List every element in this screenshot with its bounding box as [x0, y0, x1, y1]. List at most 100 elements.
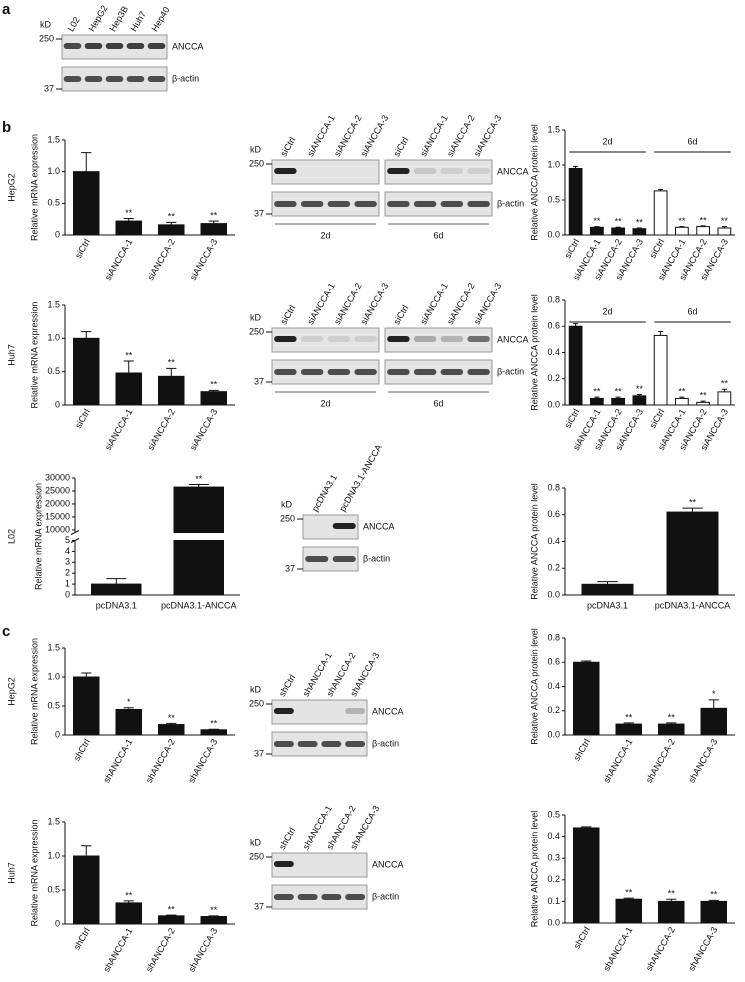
y-tick-label: 10000 [45, 524, 70, 534]
kd-label: kD [250, 684, 262, 694]
error-bar [81, 845, 92, 856]
x-tick-label: shANCCA-1 [601, 925, 634, 972]
lane-label: pcDNA3.1 [310, 473, 339, 514]
lane-label: Hep3B [108, 4, 130, 33]
band [345, 741, 366, 747]
bar [632, 228, 647, 236]
bar [590, 397, 604, 406]
x-tick-label: shANCCA-2 [644, 925, 677, 972]
y-tick-label: 0.4 [547, 347, 560, 357]
significance: ** [700, 390, 708, 400]
significance: ** [700, 215, 708, 225]
panel-letter: c [2, 623, 10, 640]
error-bar [123, 900, 134, 903]
marker-label: 37 [254, 208, 264, 218]
group-label: 2d [320, 230, 330, 240]
y-tick-label: 0.5 [547, 194, 560, 204]
significance: ** [195, 474, 203, 484]
error-bar [615, 396, 621, 399]
band [354, 201, 377, 207]
error-bar [81, 331, 92, 339]
y-tick-label: 0.2 [547, 705, 560, 715]
band [440, 168, 464, 174]
bar [158, 915, 185, 925]
bar [200, 223, 227, 236]
error-bar [666, 898, 677, 902]
y-tick-label: 1.0 [47, 671, 60, 681]
bar [200, 916, 227, 925]
band [387, 168, 410, 174]
band [147, 76, 166, 82]
band [345, 894, 366, 900]
axis-break [70, 538, 80, 543]
y-tick-label: 1.0 [47, 166, 60, 176]
row-label: β-actin [497, 366, 524, 376]
band [126, 43, 145, 49]
y-tick-label: 4 [65, 546, 70, 556]
y-tick-label: 20000 [45, 498, 70, 508]
bar [658, 723, 685, 736]
side-label: HepG2 [6, 173, 16, 202]
x-tick-label: shANCCA-3 [186, 926, 219, 973]
bar [73, 337, 100, 406]
band [327, 201, 351, 207]
axis-break [70, 530, 80, 535]
y-tick-label: 0 [65, 589, 70, 599]
y-tick-label: 1.5 [547, 124, 560, 134]
band [387, 201, 410, 207]
y-tick-label: 1.0 [47, 850, 60, 860]
y-axis-label: Relative mRNA expression [29, 301, 39, 408]
band [300, 201, 324, 207]
y-tick-label: 0.8 [547, 482, 560, 492]
y-tick-label: 0.8 [547, 294, 560, 304]
band [327, 369, 351, 375]
bar [115, 708, 142, 736]
bar [173, 540, 224, 596]
band [413, 369, 437, 375]
band [126, 76, 145, 82]
row-label: ANCCA [497, 166, 529, 176]
y-tick-label: 0.4 [547, 831, 560, 841]
group-label: 2d [602, 306, 612, 316]
x-tick-label: siCtrl [73, 407, 92, 430]
x-tick-label: pcDNA3.1 [587, 600, 628, 610]
significance: ** [636, 217, 644, 227]
band [63, 76, 82, 82]
marker-label: 37 [285, 563, 295, 573]
band [440, 336, 464, 342]
significance: ** [593, 387, 601, 397]
y-tick-label: 5 [65, 535, 70, 545]
y-tick-label: 15000 [45, 511, 70, 521]
error-bar [623, 722, 634, 725]
y-tick-label: 0.0 [547, 917, 560, 927]
error-bar [166, 722, 177, 725]
lane-label: pcDNA3.1-ANCCA [337, 443, 383, 513]
error-bar [708, 699, 719, 709]
bar [115, 902, 142, 925]
y-tick-label: 1.5 [47, 642, 60, 652]
row-label: β-actin [497, 198, 524, 208]
marker-label: 250 [249, 851, 264, 861]
group-label: 6d [433, 398, 443, 408]
y-axis-label: Relative mRNA expression [33, 483, 43, 590]
error-bar [166, 914, 177, 916]
lane-label: siANCCA-3 [359, 113, 391, 158]
band [467, 369, 490, 375]
significance: ** [210, 905, 218, 915]
bar [158, 224, 185, 236]
significance: ** [710, 890, 718, 900]
lane-label: shCtrl [277, 673, 297, 698]
lane-label: siCtrl [279, 135, 298, 158]
bar [615, 723, 642, 736]
bar [115, 220, 142, 236]
row-label: β-actin [363, 553, 390, 563]
error-bar [682, 507, 703, 513]
y-axis-label: Relative ANCCA protein level [529, 811, 539, 928]
y-tick-label: 0.0 [547, 589, 560, 599]
band [274, 336, 297, 342]
row-label: ANCCA [372, 706, 404, 716]
error-bar [594, 226, 600, 228]
significance: ** [210, 719, 218, 729]
error-bar [700, 400, 706, 403]
y-tick-label: 0.3 [547, 853, 560, 863]
